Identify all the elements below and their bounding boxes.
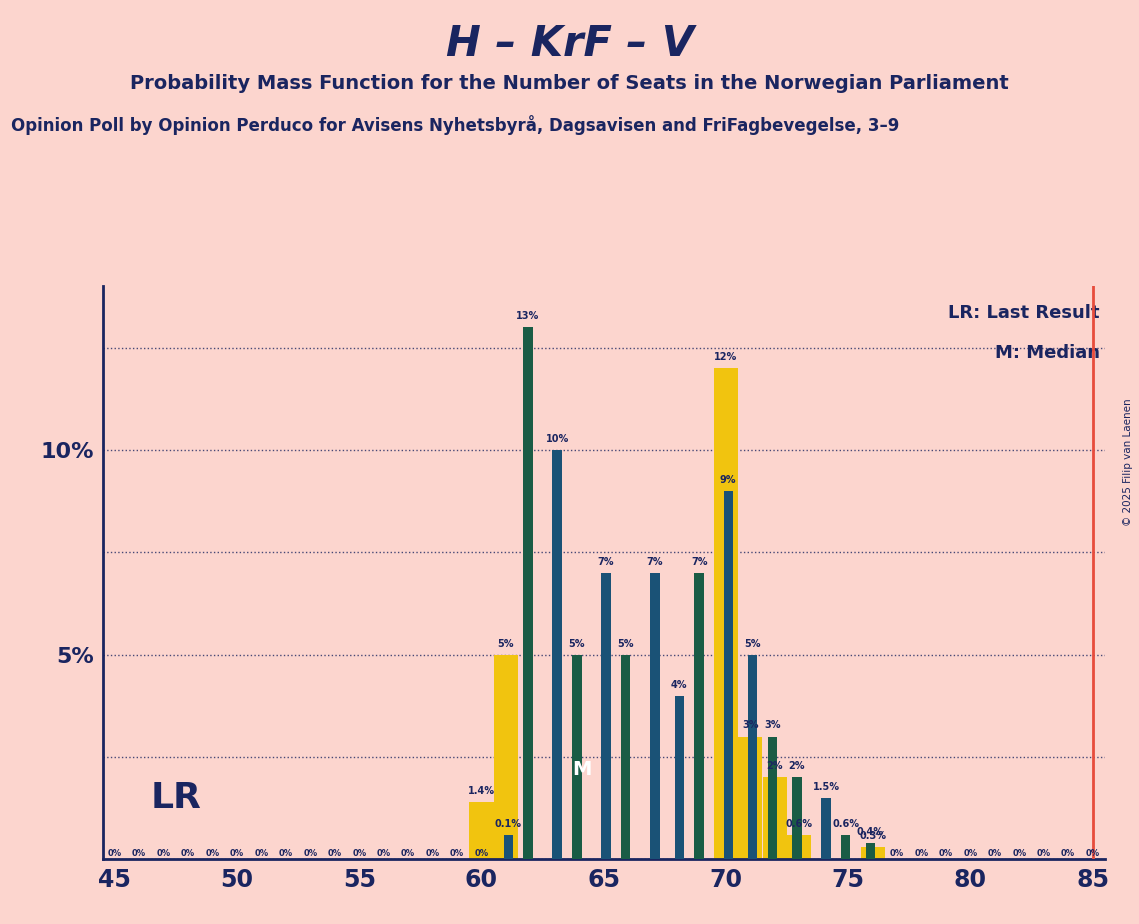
Text: 0%: 0% — [426, 848, 440, 857]
Text: 0%: 0% — [1062, 848, 1075, 857]
Text: 0%: 0% — [205, 848, 220, 857]
Text: 3%: 3% — [764, 721, 780, 730]
Text: 2%: 2% — [767, 761, 782, 772]
Text: 1.5%: 1.5% — [812, 782, 839, 792]
Bar — [572, 655, 582, 859]
Bar — [523, 327, 533, 859]
Text: 7%: 7% — [691, 557, 707, 566]
Text: 0.6%: 0.6% — [833, 819, 859, 829]
Bar — [842, 834, 851, 859]
Text: 0%: 0% — [303, 848, 318, 857]
Text: 5%: 5% — [745, 638, 761, 649]
Text: 0%: 0% — [915, 848, 928, 857]
Text: © 2025 Filip van Laenen: © 2025 Filip van Laenen — [1123, 398, 1133, 526]
Text: 5%: 5% — [617, 638, 634, 649]
Text: 0.1%: 0.1% — [494, 819, 522, 829]
Bar — [552, 450, 562, 859]
Bar — [503, 834, 513, 859]
Bar — [748, 655, 757, 859]
Text: 0%: 0% — [279, 848, 293, 857]
Text: 0%: 0% — [254, 848, 269, 857]
Text: 0%: 0% — [1013, 848, 1026, 857]
Text: 0%: 0% — [181, 848, 195, 857]
Bar — [650, 573, 659, 859]
Text: 1.4%: 1.4% — [468, 786, 495, 796]
Text: 0.6%: 0.6% — [786, 819, 813, 829]
Bar — [793, 777, 802, 859]
Text: 0%: 0% — [1085, 848, 1099, 857]
Bar — [695, 573, 704, 859]
Text: 0%: 0% — [352, 848, 367, 857]
Text: H – KrF – V: H – KrF – V — [445, 23, 694, 65]
Text: 3%: 3% — [743, 721, 759, 730]
Text: 0%: 0% — [230, 848, 244, 857]
Text: 0%: 0% — [450, 848, 464, 857]
Text: 4%: 4% — [671, 679, 688, 689]
Bar — [768, 736, 777, 859]
Bar — [469, 802, 493, 859]
Bar — [763, 777, 787, 859]
Bar — [787, 834, 811, 859]
Text: 7%: 7% — [647, 557, 663, 566]
Text: 0%: 0% — [328, 848, 342, 857]
Text: Probability Mass Function for the Number of Seats in the Norwegian Parliament: Probability Mass Function for the Number… — [130, 74, 1009, 93]
Text: 0.4%: 0.4% — [857, 827, 884, 837]
Text: LR: LR — [150, 781, 202, 815]
Text: 5%: 5% — [498, 638, 514, 649]
Text: 0%: 0% — [156, 848, 171, 857]
Bar — [674, 696, 685, 859]
Text: 0%: 0% — [108, 848, 122, 857]
Text: 2%: 2% — [788, 761, 805, 772]
Text: 0%: 0% — [890, 848, 904, 857]
Text: 0%: 0% — [377, 848, 391, 857]
Bar — [738, 736, 762, 859]
Text: 10%: 10% — [546, 434, 568, 444]
Text: 12%: 12% — [714, 352, 738, 362]
Text: 0%: 0% — [1036, 848, 1051, 857]
Text: 0%: 0% — [964, 848, 977, 857]
Text: 9%: 9% — [720, 475, 737, 485]
Text: M: Median: M: Median — [994, 344, 1100, 361]
Bar — [621, 655, 631, 859]
Text: Opinion Poll by Opinion Perduco for Avisens Nyhetsbyrå, Dagsavisen and FriFagbev: Opinion Poll by Opinion Perduco for Avis… — [11, 115, 900, 135]
Bar — [821, 798, 830, 859]
Bar — [723, 491, 732, 859]
Text: 0.3%: 0.3% — [859, 831, 886, 841]
Bar — [494, 655, 518, 859]
Text: 0%: 0% — [939, 848, 953, 857]
Text: 7%: 7% — [598, 557, 614, 566]
Text: 13%: 13% — [516, 311, 540, 322]
Bar — [860, 847, 885, 859]
Text: M: M — [572, 760, 591, 779]
Text: 0%: 0% — [988, 848, 1002, 857]
Text: 0%: 0% — [474, 848, 489, 857]
Text: 0%: 0% — [401, 848, 415, 857]
Text: 5%: 5% — [568, 638, 585, 649]
Bar — [866, 843, 875, 859]
Bar — [714, 369, 738, 859]
Bar — [601, 573, 611, 859]
Text: LR: Last Result: LR: Last Result — [949, 304, 1100, 322]
Text: 0%: 0% — [132, 848, 146, 857]
